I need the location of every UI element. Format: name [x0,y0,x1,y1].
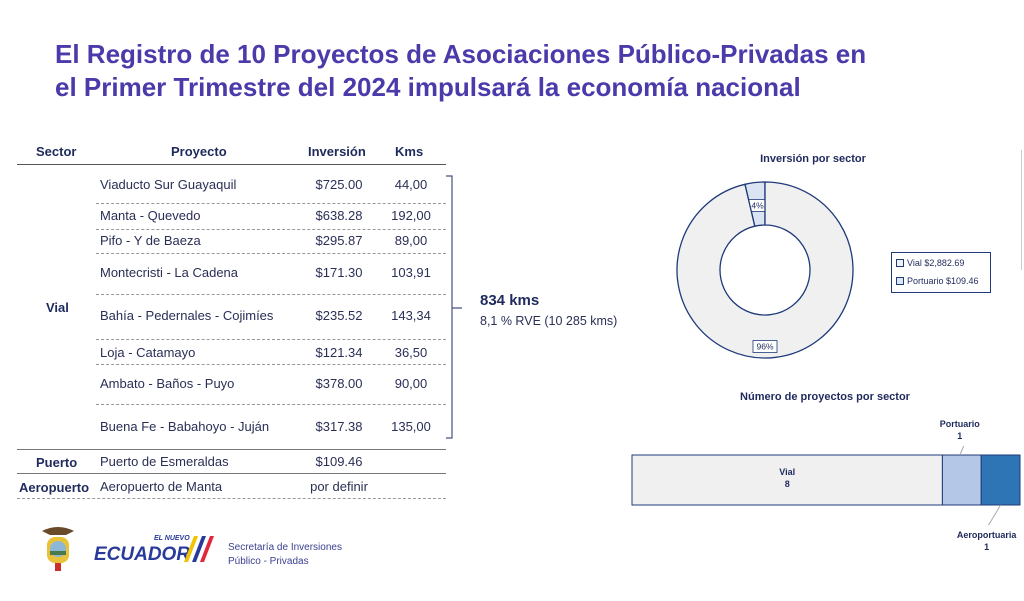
project-investment: $317.38 [315,419,363,434]
bar-label-portuario-category: Portuario [940,419,981,429]
legend-swatch [896,277,904,285]
row-divider [96,229,446,230]
leader-line-portuario [959,445,965,456]
donut-slice-vial [676,181,854,359]
divider [17,473,446,474]
project-kms: 103,91 [391,265,431,280]
bar-chart-title: Número de proyectos por sector [740,391,910,403]
bar-segment-portuario [941,454,982,506]
legend-item-vial: Vial $2,882.69 [896,258,964,268]
divider [17,498,446,499]
project-name: Montecristi - La Cadena [100,265,239,280]
title-line-2: el Primer Trimestre del 2024 impulsará l… [55,72,801,102]
project-name: Viaducto Sur Guayaquil [100,177,237,192]
bar-label-aeroportuaria-value: 1 [984,542,989,552]
org-name: Secretaría de Inversiones Público - Priv… [228,541,342,569]
project-kms: 89,00 [394,233,428,248]
divider [17,449,446,450]
donut-data-label: 96% [752,340,778,353]
bar-label-aeroportuaria-category: Aeroportuaria [957,530,1018,540]
bar-segment-vial [631,454,943,506]
bar-segment-aeroportuaria [980,454,1021,506]
project-investment: $235.52 [315,308,363,323]
project-name: Bahía - Pedernales - Cojimíes [100,308,274,323]
sector-puerto: Puerto [36,455,78,470]
project-kms: 90,00 [394,376,428,391]
header-inversion: Inversión [308,144,366,159]
bar-label-portuario-value: 1 [957,431,962,441]
page-title: El Registro de 10 Proyectos de Asociacio… [55,38,866,104]
header-sector: Sector [36,144,77,159]
project-name: Puerto de Esmeraldas [100,454,229,469]
vial-bracket [446,175,462,439]
project-kms: 192,00 [391,208,431,223]
row-divider [96,364,446,365]
legend-item-portuario: Portuario $109.46 [896,276,979,286]
header-divider [17,164,446,165]
row-divider [96,253,446,254]
project-investment: $378.00 [315,376,363,391]
row-divider [96,404,446,405]
donut-chart: 4% 96% [676,181,854,359]
project-kms: 36,50 [394,345,428,360]
donut-data-label: 4% [748,199,767,212]
org-line-2: Público - Privadas [228,556,309,567]
project-investment: por definir [310,479,368,494]
row-divider [96,339,446,340]
project-kms: 135,00 [391,419,431,434]
project-kms: 44,00 [394,177,428,192]
donut-chart-title: Inversión por sector [760,153,866,165]
legend-label: Portuario $109.46 [907,276,979,286]
donut-legend: Vial $2,882.69 Portuario $109.46 [891,252,991,293]
bar-chart: Vial 8 Portuario 1 Aeroportuaria 1 [631,419,1021,552]
total-kms: 834 kms [480,292,540,309]
svg-text:EL NUEVO: EL NUEVO [154,535,190,542]
header-kms: Kms [395,144,424,159]
project-investment: $109.46 [315,454,363,469]
row-divider [96,294,446,295]
project-investment: $171.30 [315,265,363,280]
header-proyecto: Proyecto [171,144,227,159]
bar-label-vial-category: Vial [779,467,795,477]
rve-share: 8,1 % RVE (10 285 kms) [480,314,618,328]
project-name: Buena Fe - Babahoyo - Juján [100,419,270,434]
project-name: Manta - Quevedo [100,208,201,223]
row-divider [96,203,446,204]
bar-label-vial-value: 8 [785,479,790,489]
coat-of-arms-logo [42,527,74,571]
org-line-1: Secretaría de Inversiones [228,542,342,553]
legend-swatch [896,259,904,267]
project-investment: $295.87 [315,233,363,248]
legend-label: Vial $2,882.69 [907,258,965,268]
svg-text:ECUADOR: ECUADOR [94,544,190,565]
sector-aeropuerto: Aeropuerto [19,480,90,495]
project-name: Loja - Catamayo [100,345,196,360]
project-investment: $638.28 [315,208,363,223]
title-line-1: El Registro de 10 Proyectos de Asociacio… [55,39,867,69]
sector-vial: Vial [46,300,69,315]
donut-label-text: 4% [751,200,764,210]
project-investment: $121.34 [315,345,363,360]
donut-label-text: 96% [756,342,773,352]
el-nuevo-ecuador-logo: EL NUEVO ECUADOR [94,535,214,565]
project-investment: $725.00 [315,177,363,192]
project-kms: 143,34 [391,308,431,323]
project-name: Aeropuerto de Manta [100,479,223,494]
project-name: Ambato - Baños - Puyo [100,376,235,391]
slide-edge [1021,150,1022,270]
project-name: Pifo - Y de Baeza [100,233,201,248]
leader-line-aeroportuaria [988,504,1002,526]
